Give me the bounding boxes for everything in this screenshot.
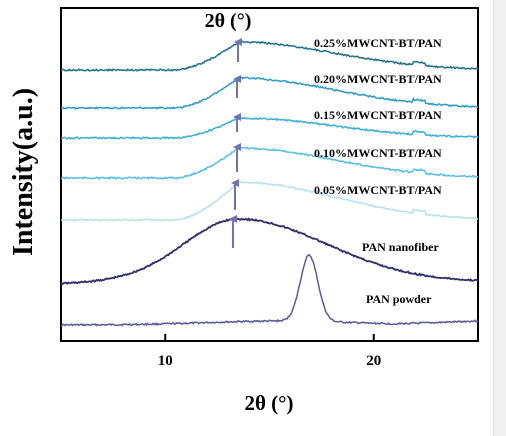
x-tick-label: 20 xyxy=(366,353,381,369)
series-label: 0.20%MWCNT-BT/PAN xyxy=(314,72,442,86)
arrows-group xyxy=(229,38,242,248)
series-label: PAN nanofiber xyxy=(362,240,439,254)
series-line xyxy=(60,180,479,222)
series-line xyxy=(60,40,479,72)
y-axis-label: Intensity(a.u.) xyxy=(8,88,39,256)
x-ticks: 10 20 xyxy=(158,334,381,369)
series-line xyxy=(60,217,479,285)
series-label: 0.15%MWCNT-BT/PAN xyxy=(314,108,442,122)
series-line xyxy=(60,116,479,140)
series-line xyxy=(61,253,479,327)
x-tick-label: 10 xyxy=(158,353,173,369)
plot-frame xyxy=(60,7,479,342)
window-scrollbar[interactable] xyxy=(493,0,506,436)
top-annotation: 2θ (°) xyxy=(205,10,252,32)
series-line xyxy=(60,146,479,180)
x-axis-label: 2θ (°) xyxy=(244,391,293,415)
series-label: 0.10%MWCNT-BT/PAN xyxy=(314,146,442,160)
series-label: 0.25%MWCNT-BT/PAN xyxy=(314,36,442,50)
series-line xyxy=(60,76,479,110)
series-labels: PAN powder PAN nanofiber 0.05%MWCNT-BT/PAN… xyxy=(314,36,442,306)
series-label: PAN powder xyxy=(366,292,432,306)
series-group xyxy=(60,40,479,327)
series-label: 0.05%MWCNT-BT/PAN xyxy=(314,183,442,197)
